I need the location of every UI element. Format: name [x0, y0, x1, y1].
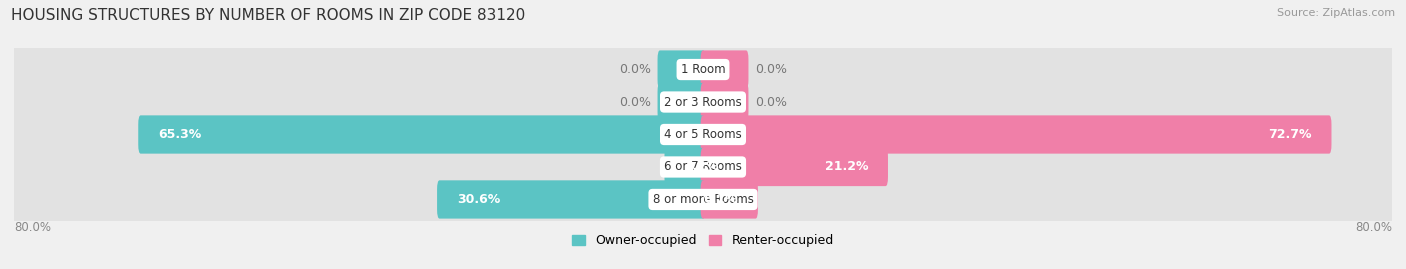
FancyBboxPatch shape — [658, 83, 706, 121]
FancyBboxPatch shape — [700, 83, 748, 121]
FancyBboxPatch shape — [700, 50, 748, 89]
FancyBboxPatch shape — [437, 180, 706, 219]
Text: 80.0%: 80.0% — [1355, 221, 1392, 233]
Text: 0.0%: 0.0% — [755, 63, 787, 76]
Text: 65.3%: 65.3% — [157, 128, 201, 141]
FancyBboxPatch shape — [11, 54, 1395, 150]
Text: 1 Room: 1 Room — [681, 63, 725, 76]
FancyBboxPatch shape — [658, 50, 706, 89]
FancyBboxPatch shape — [700, 115, 1331, 154]
Text: 6.1%: 6.1% — [703, 193, 738, 206]
FancyBboxPatch shape — [700, 180, 758, 219]
Text: 2 or 3 Rooms: 2 or 3 Rooms — [664, 95, 742, 108]
Text: HOUSING STRUCTURES BY NUMBER OF ROOMS IN ZIP CODE 83120: HOUSING STRUCTURES BY NUMBER OF ROOMS IN… — [11, 8, 526, 23]
Text: 4.2%: 4.2% — [685, 161, 718, 174]
Text: 0.0%: 0.0% — [755, 95, 787, 108]
Text: 0.0%: 0.0% — [619, 95, 651, 108]
Text: 6 or 7 Rooms: 6 or 7 Rooms — [664, 161, 742, 174]
Text: 8 or more Rooms: 8 or more Rooms — [652, 193, 754, 206]
FancyBboxPatch shape — [11, 151, 1395, 247]
Text: 72.7%: 72.7% — [1268, 128, 1312, 141]
Legend: Owner-occupied, Renter-occupied: Owner-occupied, Renter-occupied — [568, 229, 838, 252]
FancyBboxPatch shape — [11, 119, 1395, 215]
FancyBboxPatch shape — [700, 148, 889, 186]
Text: Source: ZipAtlas.com: Source: ZipAtlas.com — [1277, 8, 1395, 18]
Text: 30.6%: 30.6% — [457, 193, 501, 206]
Text: 21.2%: 21.2% — [825, 161, 869, 174]
FancyBboxPatch shape — [11, 22, 1395, 118]
FancyBboxPatch shape — [138, 115, 706, 154]
Text: 80.0%: 80.0% — [14, 221, 51, 233]
Text: 0.0%: 0.0% — [619, 63, 651, 76]
FancyBboxPatch shape — [11, 86, 1395, 183]
Text: 4 or 5 Rooms: 4 or 5 Rooms — [664, 128, 742, 141]
FancyBboxPatch shape — [665, 148, 706, 186]
